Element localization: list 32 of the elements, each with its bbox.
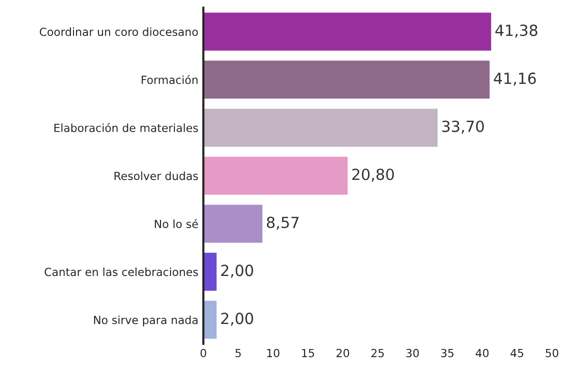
y-tick-label: No sirve para nada [94,316,198,326]
bar [203,299,218,340]
x-tick-label: 30 [406,348,419,358]
x-tick-label: 15 [302,349,314,358]
bar [203,251,218,292]
y-tick-label: Resolver dudas [114,172,198,180]
data-label: 33,70 [442,120,484,134]
x-tick-label: 25 [371,348,384,358]
data-label: 2,00 [221,264,254,278]
y-tick-label: No lo sé [154,219,198,228]
bar [203,203,264,244]
bar [203,107,439,148]
x-tick-label: 0 [200,348,206,358]
data-label: 41,38 [495,24,538,38]
y-tick-label: Formación [142,75,198,84]
bar [203,59,492,100]
y-tick-label: Cantar en las celebraciones [44,268,198,276]
data-label: 2,00 [221,312,254,326]
bar [203,155,350,196]
x-tick-label: 50 [546,348,558,358]
x-tick-label: 45 [510,349,524,358]
y-tick-label: Elaboración de materiales [54,123,198,132]
y-tick-label: Coordinar un coro diocesano [40,27,198,36]
data-label: 8,57 [266,216,299,230]
x-tick-label: 40 [476,348,489,358]
data-label: 20,80 [352,168,394,182]
x-tick-label: 35 [441,348,454,358]
x-tick-label: 10 [267,348,280,358]
x-tick-label: 5 [236,349,241,358]
bar [203,11,493,52]
x-tick-label: 20 [336,348,350,358]
data-label: 41,16 [494,72,536,86]
